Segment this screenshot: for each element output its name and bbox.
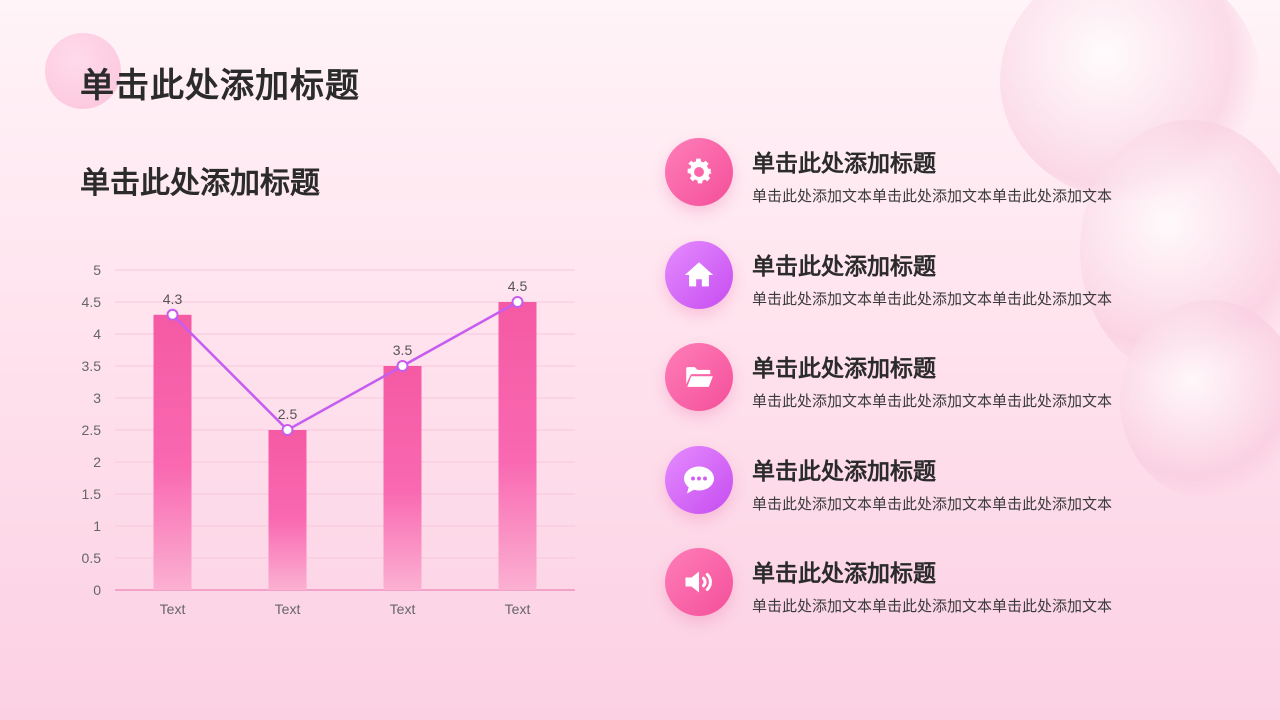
- feature-item[interactable]: 单击此处添加标题 单击此处添加文本单击此处添加文本单击此处添加文本: [665, 548, 1185, 618]
- y-tick-label: 3.5: [82, 358, 102, 374]
- folder-open-icon: [686, 367, 713, 387]
- bar: [383, 366, 422, 590]
- line-point: [396, 360, 409, 372]
- home-icon: [684, 262, 714, 287]
- item-description[interactable]: 单击此处添加文本单击此处添加文本单击此处添加文本: [752, 392, 1113, 410]
- item-description[interactable]: 单击此处添加文本单击此处添加文本单击此处添加文本: [752, 290, 1113, 308]
- data-label: 3.5: [393, 342, 413, 358]
- item-title[interactable]: 单击此处添加标题: [752, 356, 936, 382]
- x-tick-label: Text: [505, 601, 531, 617]
- item-description[interactable]: 单击此处添加文本单击此处添加文本单击此处添加文本: [752, 597, 1113, 615]
- data-label: 4.3: [163, 291, 183, 307]
- title-decoration-circle: [45, 33, 121, 109]
- x-tick-label: Text: [390, 601, 416, 617]
- bar: [153, 314, 192, 590]
- y-tick-label: 4: [93, 326, 101, 342]
- speaker-icon-button[interactable]: [665, 548, 733, 616]
- item-title[interactable]: 单击此处添加标题: [752, 561, 936, 587]
- y-tick-label: 1: [93, 518, 101, 534]
- chat-icon-button[interactable]: [665, 446, 733, 514]
- y-tick-label: 1.5: [82, 486, 102, 502]
- chat-bubble-icon: [684, 466, 714, 494]
- gear-icon-button[interactable]: [665, 138, 733, 206]
- chart-section-title[interactable]: 单击此处添加标题: [80, 166, 320, 201]
- page-title[interactable]: 单击此处添加标题: [80, 66, 360, 106]
- y-tick-label: 4.5: [82, 294, 102, 310]
- line-point: [511, 296, 524, 308]
- feature-item[interactable]: 单击此处添加标题 单击此处添加文本单击此处添加文本单击此处添加文本: [665, 138, 1185, 208]
- item-title[interactable]: 单击此处添加标题: [752, 254, 936, 280]
- flower-decoration: [1120, 300, 1280, 500]
- y-tick-label: 2.5: [82, 422, 102, 438]
- feature-item[interactable]: 单击此处添加标题 单击此处添加文本单击此处添加文本单击此处添加文本: [665, 241, 1185, 311]
- feature-item[interactable]: 单击此处添加标题 单击此处添加文本单击此处添加文本单击此处添加文本: [665, 343, 1185, 413]
- x-tick-label: Text: [275, 601, 301, 617]
- line-point: [281, 424, 294, 436]
- gear-icon: [687, 158, 713, 184]
- bar: [268, 430, 307, 590]
- item-title[interactable]: 单击此处添加标题: [752, 459, 936, 485]
- speaker-icon: [685, 571, 712, 593]
- bar: [498, 302, 537, 590]
- x-tick-label: Text: [160, 601, 186, 617]
- folder-icon-button[interactable]: [665, 343, 733, 411]
- data-label: 4.5: [508, 278, 528, 294]
- series-line: [171, 300, 519, 432]
- y-tick-label: 5: [93, 262, 101, 278]
- data-label: 2.5: [278, 406, 298, 422]
- y-tick-label: 0.5: [82, 550, 102, 566]
- bar-line-chart[interactable]: 0 0.5 1 1.5 2 2.5 3 3.5 4 4.5 5 Text Text Text Text 4.3…: [60, 250, 600, 630]
- item-description[interactable]: 单击此处添加文本单击此处添加文本单击此处添加文本: [752, 187, 1113, 205]
- item-title[interactable]: 单击此处添加标题: [752, 151, 936, 177]
- home-icon-button[interactable]: [665, 241, 733, 309]
- y-tick-label: 3: [93, 390, 101, 406]
- y-tick-label: 0: [93, 582, 101, 598]
- line-point: [166, 308, 179, 321]
- y-tick-label: 2: [93, 454, 101, 470]
- feature-item[interactable]: 单击此处添加标题 单击此处添加文本单击此处添加文本单击此处添加文本: [665, 446, 1185, 516]
- item-description[interactable]: 单击此处添加文本单击此处添加文本单击此处添加文本: [752, 495, 1113, 513]
